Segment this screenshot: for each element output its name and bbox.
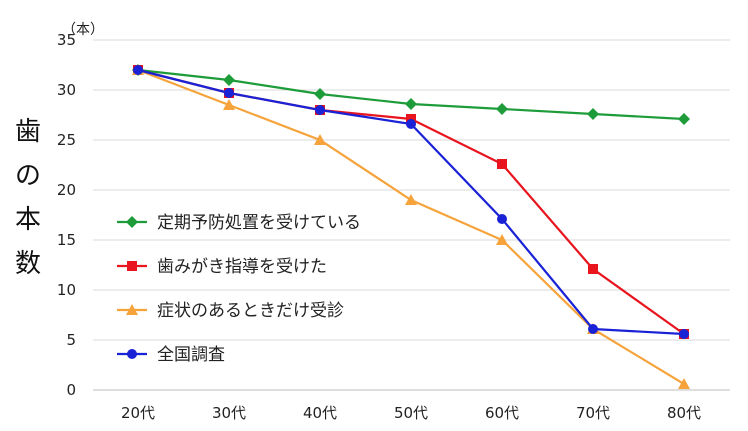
legend-label: 症状のあるときだけ受診	[157, 301, 344, 321]
legend-item: 全国調査	[117, 345, 225, 365]
legend-item: 定期予防処置を受けている	[117, 213, 361, 233]
x-tick-label: 60代	[485, 404, 519, 422]
y-unit-label: （本）	[62, 22, 104, 38]
x-tick-label: 30代	[212, 404, 246, 422]
series-lines	[132, 64, 690, 389]
legend-marker	[127, 349, 137, 359]
y-axis-label-char: 本	[15, 205, 41, 235]
y-tick-labels: 0 5 10 15 20 25 30 35	[57, 31, 76, 399]
data-point	[588, 264, 598, 274]
y-axis-label-char: 数	[15, 249, 41, 279]
data-point	[406, 119, 416, 129]
x-tick-labels: 20代 30代 40代 50代 60代 70代 80代	[121, 404, 701, 422]
legend-label: 歯みがき指導を受けた	[157, 257, 327, 277]
y-axis-label-char: 歯	[15, 117, 41, 147]
data-point	[678, 378, 690, 389]
y-tick-label: 10	[57, 281, 76, 299]
series-line	[137, 68, 685, 121]
legend-item: 歯みがき指導を受けた	[117, 257, 327, 277]
legend-marker	[127, 261, 137, 271]
data-point	[223, 99, 235, 110]
data-point	[496, 234, 508, 245]
legend-label: 全国調査	[157, 345, 225, 365]
y-tick-label: 0	[66, 381, 76, 399]
y-tick-label: 20	[57, 181, 76, 199]
data-point	[679, 329, 689, 339]
x-tick-label: 40代	[303, 404, 337, 422]
y-axis-label-char: の	[15, 161, 41, 191]
y-tick-label: 15	[57, 231, 76, 249]
data-point	[587, 108, 599, 120]
data-point	[497, 214, 507, 224]
y-tick-label: 30	[57, 81, 76, 99]
x-tick-label: 70代	[576, 404, 610, 422]
data-point	[678, 113, 690, 125]
legend-marker	[126, 216, 138, 228]
data-point	[223, 74, 235, 86]
data-point	[315, 105, 325, 115]
data-point	[496, 103, 508, 115]
data-point	[314, 88, 326, 100]
y-tick-label: 5	[66, 331, 76, 349]
legend-label: 定期予防処置を受けている	[157, 213, 361, 233]
data-point	[405, 194, 417, 205]
y-tick-label: 25	[57, 131, 76, 149]
data-point	[314, 134, 326, 145]
data-point	[224, 88, 234, 98]
legend-marker	[126, 304, 138, 315]
x-tick-label: 20代	[121, 404, 155, 422]
x-tick-label: 80代	[667, 404, 701, 422]
data-point	[588, 324, 598, 334]
data-point	[133, 65, 143, 75]
legend-item: 症状のあるときだけ受診	[117, 301, 344, 321]
y-tick-label: 35	[57, 31, 76, 49]
x-tick-label: 50代	[394, 404, 428, 422]
data-point	[497, 159, 507, 169]
series-3	[133, 65, 689, 339]
data-point	[405, 98, 417, 110]
gridlines	[93, 39, 730, 391]
